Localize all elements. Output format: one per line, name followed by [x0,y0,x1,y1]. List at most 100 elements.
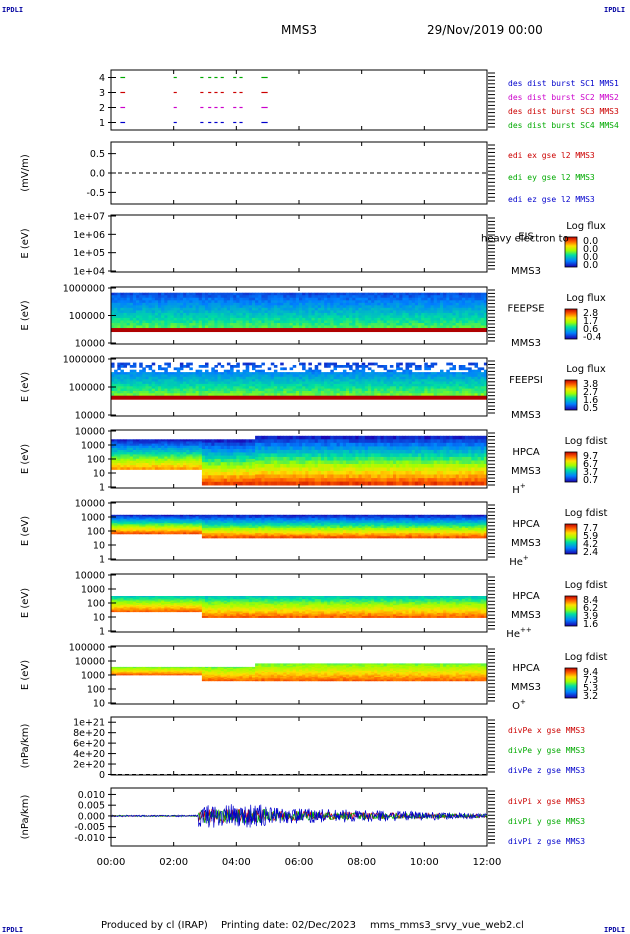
spectrogram-cell [424,442,428,447]
spectrogram-cell [349,312,353,316]
spectrogram-cell [183,292,187,296]
spectrogram-cell [111,323,115,326]
spectrogram-cell [261,460,265,465]
spectrogram-cell [136,456,140,460]
spectrogram-cell [198,302,203,306]
spectrogram-cell [117,379,121,382]
spectrogram-cell [308,464,312,468]
spectrogram-cell [339,300,344,304]
spectrogram-cell [446,323,450,326]
spectrogram-cell [176,386,181,390]
spectrogram-cell [418,381,422,385]
spectrogram-cell [433,300,438,304]
spectrogram-cell [233,472,237,476]
spectrogram-cell [305,310,309,314]
spectrogram-cell [389,295,394,299]
spectrogram-cell [483,317,488,321]
spectrogram-cell [305,481,309,486]
spectrogram-cell [139,458,143,462]
spectrogram-cell [367,471,372,475]
spectrogram-cell [167,323,171,326]
spectrogram-cell [186,381,190,385]
spectrogram-cell [289,297,294,301]
spectrogram-cell [474,323,479,326]
spectrogram-cell [139,362,143,366]
spectrogram-cell [205,325,209,329]
spectrogram-cell [183,312,187,316]
spectrogram-cell [195,386,200,390]
spectrogram-cell [314,391,319,394]
spectrogram-cell [371,391,375,394]
spectrogram-cell [374,453,378,458]
spectrogram-cell [468,449,472,454]
spectrogram-cell [170,305,175,309]
spectrogram-cell [230,455,234,460]
spectrogram-cell [258,365,262,368]
spectrogram-cell [461,442,466,447]
spectrogram-cell [126,302,131,306]
spectrogram-cell [230,310,234,314]
spectrogram-cell [264,456,269,461]
spectrogram-cell [317,374,322,378]
spectrogram-cell [226,379,231,382]
spectrogram-cell [411,374,416,378]
spectrogram-cell [292,460,297,465]
spectrogram-cell [186,458,190,462]
spectrogram-cell [393,300,397,304]
spectrogram-cell [418,435,422,440]
spectrogram-cell [183,302,187,306]
spectrogram-cell [283,297,287,301]
spectrogram-cell [361,478,366,483]
spectrogram-cell [189,393,193,397]
spectrogram-cell [230,297,234,301]
spectrogram-cell [252,391,256,394]
spectrogram-cell [258,369,262,373]
spectrogram-cell [136,447,140,451]
spectrogram-cell [352,376,356,380]
spectrogram-cell [374,386,378,390]
spectrogram-cell [158,447,162,451]
spectrogram-cell [299,449,303,454]
spectrogram-cell [280,379,284,382]
spectrogram-cell [361,381,366,385]
colorbar-tick-label: 0.0 [583,252,598,263]
spectrogram-cell [223,317,228,321]
spectrogram-cell [443,391,447,394]
spectrogram-cell [255,442,259,447]
spectrogram-cell [126,445,131,449]
spectrogram-cell [111,388,115,392]
spectrogram-cell [311,369,316,373]
spectrogram-cell [258,305,262,309]
spectrogram-cell [477,292,482,296]
spectrogram-cell [208,475,212,479]
spectrogram-cell [446,369,450,373]
spectrogram-cell [142,369,146,373]
spectrogram-cell [465,388,469,392]
spectrogram-cell [468,362,472,366]
spectrogram-cell [440,386,444,390]
spectrogram-cell [389,471,394,475]
spectrogram-cell [449,471,453,475]
spectrogram-cell [421,449,425,454]
spectrogram-cell [120,307,124,311]
spectrogram-cell [364,474,369,479]
spectrogram-cell [402,474,406,479]
spectrogram-cell [324,442,328,447]
spectrogram-cell [452,453,457,458]
spectrogram-cell [183,365,187,368]
spectrogram-cell [158,325,162,329]
spectrogram-cell [176,320,181,324]
spectrogram-cell [346,315,350,319]
spectrogram-cell [349,372,353,375]
spectrogram-cell [129,325,134,329]
spectrogram-cell [126,325,131,329]
spectrogram-cell [299,315,303,319]
spectrogram-cell [245,374,250,378]
spectrogram-cell [189,292,193,296]
spectrogram-cell [386,464,391,468]
spectrogram-cell [461,320,466,324]
spectrogram-cell [286,391,291,394]
spectrogram-cell [358,302,363,306]
spectrogram-cell [377,320,381,324]
